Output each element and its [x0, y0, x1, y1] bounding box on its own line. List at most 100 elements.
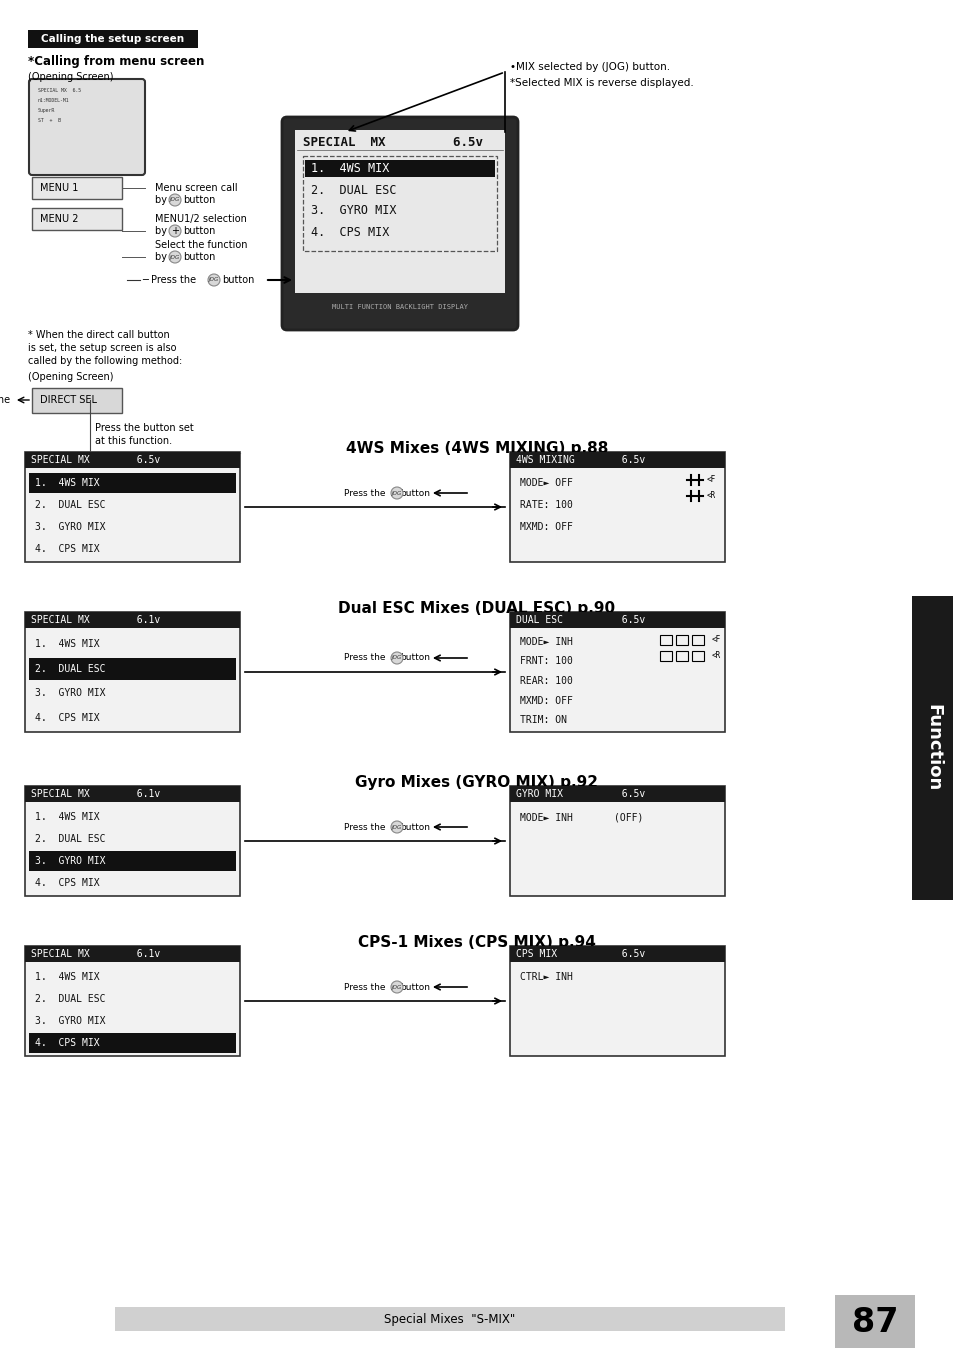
Text: Press the button set: Press the button set	[95, 423, 193, 433]
Text: MODE► INH: MODE► INH	[519, 636, 572, 647]
Text: SPECIAL MX        6.5v: SPECIAL MX 6.5v	[30, 456, 160, 465]
Text: MXMD: OFF: MXMD: OFF	[519, 696, 572, 705]
Text: SPECIAL MX  6.5: SPECIAL MX 6.5	[38, 88, 81, 93]
Bar	[29, 658, 235, 679]
Text: 2.  DUAL ESC: 2. DUAL ESC	[35, 663, 106, 674]
Bar	[659, 651, 671, 661]
Text: JOG: JOG	[392, 491, 402, 496]
Bar	[32, 208, 122, 231]
Text: Select the function: Select the function	[154, 240, 247, 249]
Circle shape	[391, 821, 402, 833]
Bar	[25, 612, 240, 628]
Text: JOG: JOG	[392, 825, 402, 829]
Bar	[510, 786, 724, 802]
Text: (Opening Screen): (Opening Screen)	[28, 372, 113, 381]
Text: JOG: JOG	[392, 984, 402, 989]
Circle shape	[208, 274, 220, 286]
Text: 1.  4WS MIX: 1. 4WS MIX	[35, 972, 99, 981]
Bar	[510, 786, 724, 896]
Bar	[25, 786, 240, 896]
Text: button: button	[183, 226, 215, 236]
Bar	[510, 946, 724, 1055]
Text: MODE► INH       (OFF): MODE► INH (OFF)	[519, 811, 642, 822]
Text: Press the: Press the	[344, 822, 385, 832]
Bar	[510, 452, 724, 468]
Circle shape	[391, 981, 402, 993]
Text: MENU1/2 selection: MENU1/2 selection	[154, 214, 247, 224]
Text: GYRO MIX          6.5v: GYRO MIX 6.5v	[516, 789, 644, 799]
Text: <R: <R	[706, 492, 716, 500]
Text: button: button	[222, 275, 254, 284]
Text: DIRECT SEL: DIRECT SEL	[40, 395, 97, 404]
Text: 2.  DUAL ESC: 2. DUAL ESC	[35, 993, 106, 1004]
Text: MODE► OFF: MODE► OFF	[519, 479, 572, 488]
Text: called by the following method:: called by the following method:	[28, 356, 182, 367]
Text: Calling the setup screen: Calling the setup screen	[41, 34, 184, 44]
Text: (Opening Screen): (Opening Screen)	[28, 71, 113, 82]
Text: 3.  GYRO MIX: 3. GYRO MIX	[35, 856, 106, 865]
Text: button: button	[399, 983, 430, 992]
Text: 4.  CPS MIX: 4. CPS MIX	[35, 878, 99, 888]
Text: 3.  GYRO MIX: 3. GYRO MIX	[311, 205, 396, 217]
Text: JOG: JOG	[170, 198, 180, 202]
Text: 4.  CPS MIX: 4. CPS MIX	[311, 225, 389, 239]
Text: Press the: Press the	[344, 488, 385, 497]
Text: 2.  DUAL ESC: 2. DUAL ESC	[35, 834, 106, 844]
Text: button: button	[399, 822, 430, 832]
Text: CTRL► INH: CTRL► INH	[519, 972, 572, 981]
Bar	[25, 452, 240, 468]
FancyBboxPatch shape	[29, 80, 145, 175]
Text: *Calling from menu screen: *Calling from menu screen	[28, 55, 204, 67]
Bar	[25, 946, 240, 962]
Bar	[691, 635, 703, 644]
Bar	[659, 635, 671, 644]
Text: 1.  4WS MIX: 1. 4WS MIX	[311, 163, 389, 175]
Bar	[676, 651, 687, 661]
Text: button: button	[399, 654, 430, 662]
Text: MENU 2: MENU 2	[40, 214, 78, 224]
Text: <F: <F	[706, 476, 716, 484]
Circle shape	[391, 487, 402, 499]
Text: MENU 1: MENU 1	[40, 183, 78, 193]
Text: Press the: Press the	[0, 395, 13, 404]
Bar	[305, 160, 495, 177]
Text: CPS MIX           6.5v: CPS MIX 6.5v	[516, 949, 644, 958]
Circle shape	[169, 194, 181, 206]
Bar	[510, 612, 724, 628]
Text: 2.  DUAL ESC: 2. DUAL ESC	[311, 183, 396, 197]
Circle shape	[169, 251, 181, 263]
Bar	[32, 177, 122, 200]
Bar	[29, 473, 235, 493]
Text: MULTI FUNCTION BACKLIGHT DISPLAY: MULTI FUNCTION BACKLIGHT DISPLAY	[332, 305, 468, 310]
Text: <R: <R	[711, 651, 720, 661]
Text: FRNT: 100: FRNT: 100	[519, 656, 572, 666]
Bar	[691, 651, 703, 661]
Text: SPECIAL MX        6.1v: SPECIAL MX 6.1v	[30, 949, 160, 958]
Text: button: button	[183, 195, 215, 205]
Text: 4.  CPS MIX: 4. CPS MIX	[35, 713, 99, 723]
Bar	[510, 452, 724, 562]
Text: is set, the setup screen is also: is set, the setup screen is also	[28, 342, 176, 353]
Text: 4.  CPS MIX: 4. CPS MIX	[35, 1038, 99, 1047]
Text: SuperR: SuperR	[38, 108, 55, 113]
Bar	[25, 612, 240, 732]
Text: Press the: Press the	[344, 654, 385, 662]
Text: +: +	[171, 226, 179, 236]
Text: 1.  4WS MIX: 1. 4WS MIX	[35, 811, 99, 822]
Text: 1.  4WS MIX: 1. 4WS MIX	[35, 639, 99, 650]
Text: by: by	[154, 226, 170, 236]
Bar	[25, 946, 240, 1055]
Text: JOG: JOG	[209, 278, 219, 283]
Circle shape	[169, 225, 181, 237]
Text: 2.  DUAL ESC: 2. DUAL ESC	[35, 500, 106, 510]
Bar	[676, 635, 687, 644]
Bar	[303, 156, 497, 251]
Text: 1.  4WS MIX: 1. 4WS MIX	[35, 479, 99, 488]
Bar	[32, 388, 122, 412]
Text: Press the: Press the	[344, 983, 385, 992]
Text: * When the direct call button: * When the direct call button	[28, 330, 170, 340]
Text: n1:MODEL-M1: n1:MODEL-M1	[38, 98, 70, 102]
Text: 4WS Mixes (4WS MIXING) p.88: 4WS Mixes (4WS MIXING) p.88	[345, 442, 608, 457]
Bar	[29, 1033, 235, 1053]
Text: 87: 87	[851, 1305, 898, 1339]
